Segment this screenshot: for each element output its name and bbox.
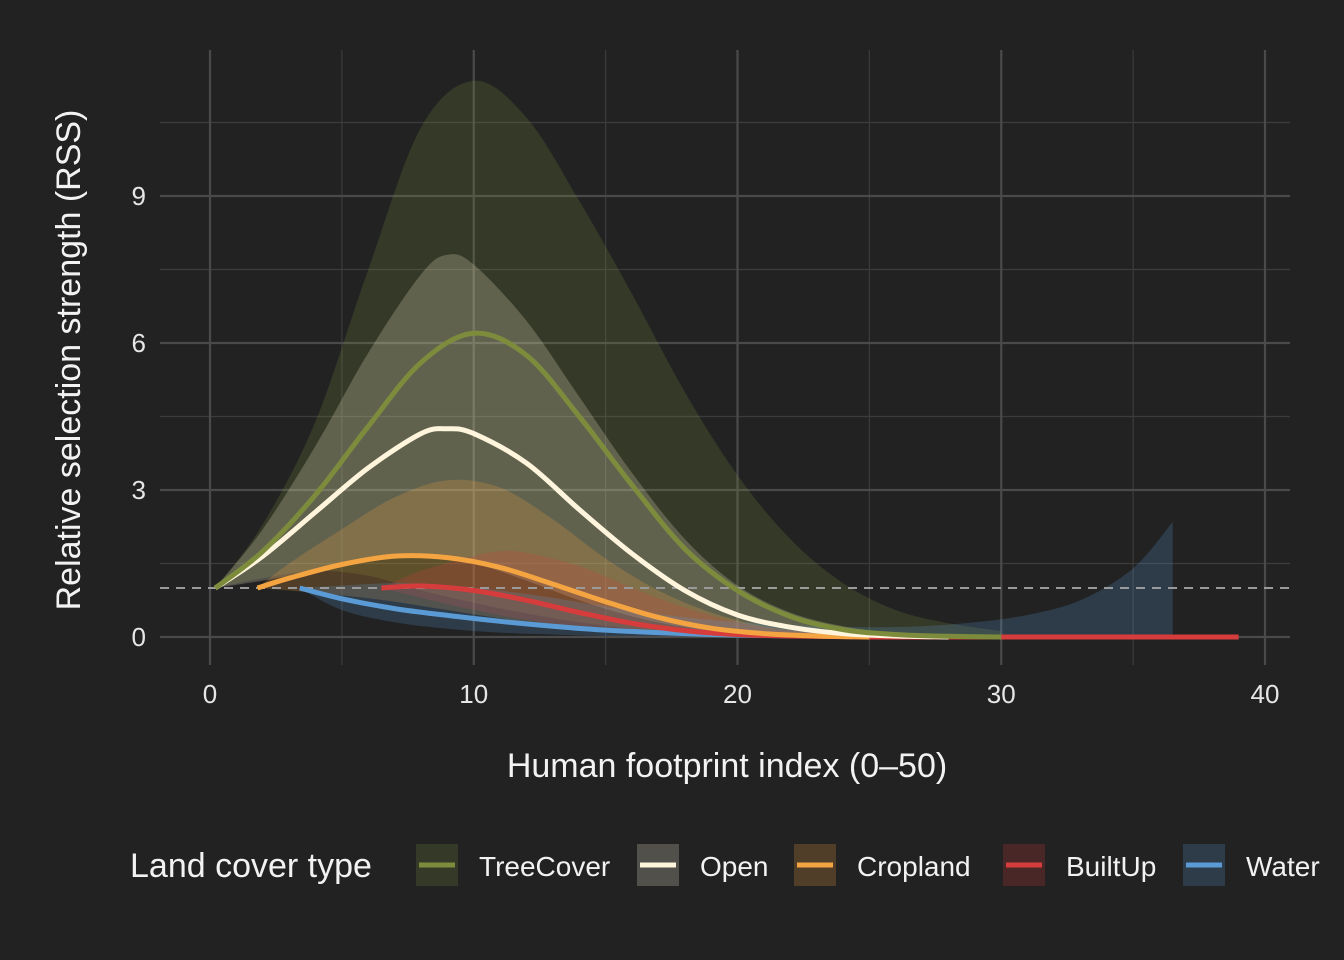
legend-item-cropland: Cropland xyxy=(794,844,971,886)
y-tick-label: 3 xyxy=(132,475,146,505)
y-axis-title: Relative selection strength (RSS) xyxy=(50,110,88,611)
y-tick-label: 0 xyxy=(132,622,146,652)
series-line-treecover xyxy=(213,330,1002,640)
x-tick-label: 30 xyxy=(987,679,1016,709)
x-tick-label: 10 xyxy=(459,679,488,709)
x-tick-label: 0 xyxy=(203,679,217,709)
tick-labels: 0 10 20 30 40 0 3 6 9 xyxy=(132,181,1280,709)
legend-label: Water xyxy=(1246,851,1320,882)
series-lines xyxy=(213,330,1239,640)
ribbon-cropland xyxy=(257,479,870,637)
legend: Land cover type TreeCover Open Cropland Bui… xyxy=(130,844,1320,886)
legend-item-water: Water xyxy=(1183,844,1320,886)
legend-label: Cropland xyxy=(857,851,971,882)
x-tick-label: 20 xyxy=(723,679,752,709)
y-tick-label: 9 xyxy=(132,181,146,211)
legend-item-open: Open xyxy=(637,844,769,886)
ribbon-open xyxy=(215,254,949,637)
legend-label: Open xyxy=(700,851,769,882)
legend-label: BuiltUp xyxy=(1066,851,1156,882)
series-line-cropland xyxy=(256,553,870,640)
series-line-open xyxy=(213,426,949,640)
ribbon-treecover xyxy=(215,80,1002,638)
x-axis-title: Human footprint index (0–50) xyxy=(507,747,947,785)
confidence-ribbons xyxy=(215,80,1239,638)
legend-item-builtup: BuiltUp xyxy=(1003,844,1156,886)
ribbon-water xyxy=(299,521,1173,638)
legend-item-treecover: TreeCover xyxy=(416,844,610,886)
legend-label: TreeCover xyxy=(479,851,610,882)
legend-title: Land cover type xyxy=(130,847,372,885)
x-tick-label: 40 xyxy=(1251,679,1280,709)
y-tick-label: 6 xyxy=(132,328,146,358)
series-line-builtup xyxy=(381,583,1239,640)
